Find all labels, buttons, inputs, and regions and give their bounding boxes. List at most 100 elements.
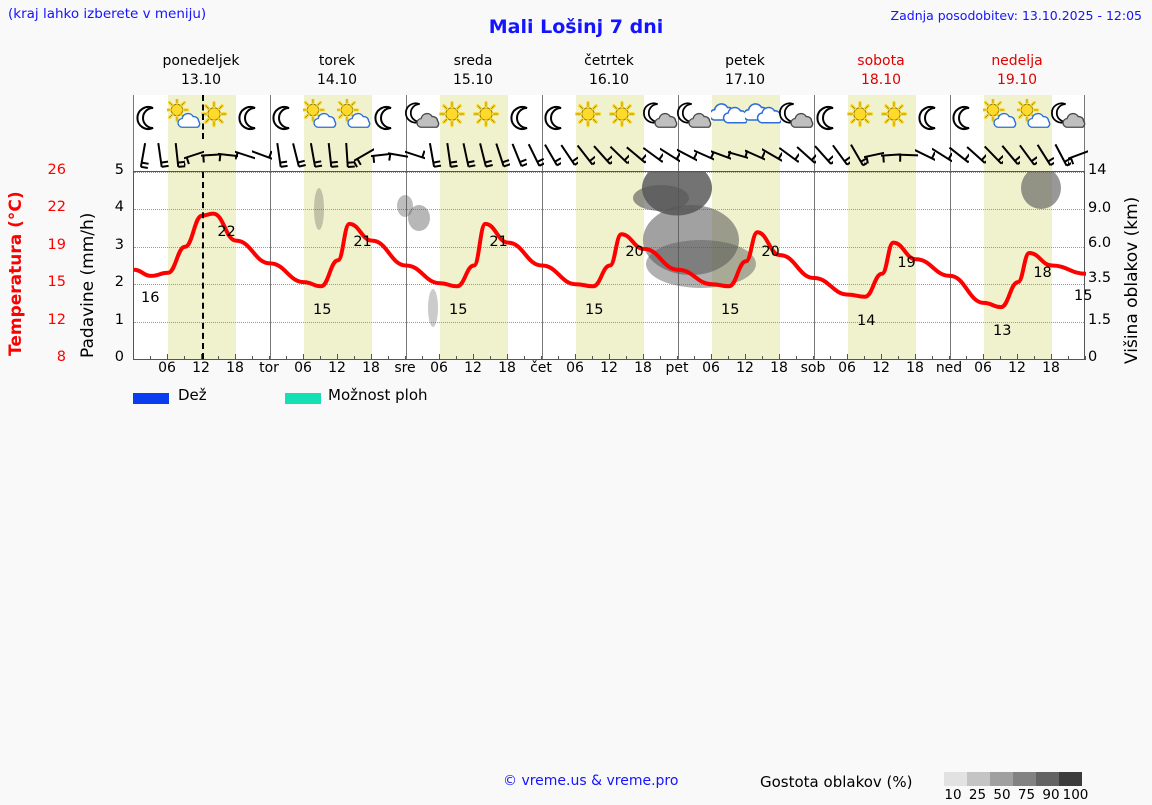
x-minor-tick <box>524 356 525 360</box>
x-minor-tick <box>337 356 338 360</box>
precipitation-axis-title: Padavine (mm/h) <box>78 176 98 358</box>
wind-barb-row <box>133 139 1085 171</box>
moon-icon <box>541 99 577 135</box>
moon-cloud-icon <box>779 99 815 135</box>
cloud-height-tick: 3.5 <box>1088 270 1128 286</box>
x-tick-label: 06 <box>966 360 1000 376</box>
rain-legend-label: Dež <box>178 386 207 404</box>
day-name: torek <box>269 52 405 71</box>
cloud-height-tick: 6.0 <box>1088 235 1128 251</box>
x-day-label: sob <box>796 360 830 376</box>
moon-icon <box>269 99 305 135</box>
x-minor-tick <box>235 356 236 360</box>
x-minor-tick <box>660 356 661 360</box>
x-minor-tick <box>456 356 457 360</box>
moon-icon <box>813 99 849 135</box>
x-minor-tick <box>490 356 491 360</box>
x-minor-tick <box>915 356 916 360</box>
x-minor-tick <box>983 356 984 360</box>
x-tick-label: 12 <box>184 360 218 376</box>
x-minor-tick <box>643 356 644 360</box>
x-minor-tick <box>1017 356 1018 360</box>
x-tick-label: 18 <box>626 360 660 376</box>
temperature-value-label: 21 <box>353 234 371 250</box>
x-minor-tick <box>541 356 542 360</box>
cloud-height-tick: 0 <box>1088 349 1128 365</box>
x-tick-label: 18 <box>762 360 796 376</box>
x-minor-tick <box>388 356 389 360</box>
day-name: sobota <box>813 52 949 71</box>
x-minor-tick <box>133 356 134 360</box>
temperature-value-label: 15 <box>449 302 467 318</box>
x-minor-tick <box>830 356 831 360</box>
wind-barb <box>1068 140 1088 170</box>
x-minor-tick <box>1085 356 1086 360</box>
temperature-tick: 26 <box>36 162 66 178</box>
moon-icon <box>507 99 543 135</box>
temperature-value-label: 15 <box>585 302 603 318</box>
precipitation-tick: 1 <box>108 312 124 328</box>
moon-cloud-icon <box>643 99 679 135</box>
cloud-density-step <box>1013 772 1036 786</box>
day-name: petek <box>677 52 813 71</box>
x-minor-tick <box>1034 356 1035 360</box>
cloud-density-step <box>990 772 1013 786</box>
moon-icon <box>133 99 169 135</box>
x-tick-label: 18 <box>1034 360 1068 376</box>
current-time-marker <box>202 95 204 139</box>
day-date: 17.10 <box>677 71 813 90</box>
cloud-height-tick: 9.0 <box>1088 200 1128 216</box>
temperature-value-label: 20 <box>625 244 643 260</box>
sun-cloud-icon <box>1017 99 1053 135</box>
x-minor-tick <box>626 356 627 360</box>
x-tick-label: 12 <box>1000 360 1034 376</box>
sun-icon <box>847 99 883 135</box>
cloud-density-tick-label: 25 <box>965 787 991 803</box>
x-minor-tick <box>473 356 474 360</box>
cloud-icon <box>745 99 781 135</box>
temperature-value-label: 15 <box>721 302 739 318</box>
x-minor-tick <box>677 356 678 360</box>
x-minor-tick <box>609 356 610 360</box>
temperature-axis-title: Temperatura (°C) <box>6 176 26 356</box>
showers-legend-label: Možnost ploh <box>328 386 428 404</box>
rain-legend-swatch <box>133 393 169 404</box>
day-name: sreda <box>405 52 541 71</box>
x-minor-tick <box>218 356 219 360</box>
temperature-tick: 8 <box>36 349 66 365</box>
sun-cloud-icon <box>983 99 1019 135</box>
x-minor-tick <box>558 356 559 360</box>
x-minor-tick <box>371 356 372 360</box>
x-day-label: sre <box>388 360 422 376</box>
x-tick-label: 18 <box>354 360 388 376</box>
x-tick-label: 06 <box>830 360 864 376</box>
x-minor-tick <box>949 356 950 360</box>
x-tick-label: 18 <box>490 360 524 376</box>
temperature-curve <box>134 172 1086 359</box>
precipitation-tick: 0 <box>108 349 124 365</box>
x-tick-label: 06 <box>694 360 728 376</box>
x-tick-label: 06 <box>558 360 592 376</box>
moon-icon <box>949 99 985 135</box>
cloud-height-tick: 14 <box>1088 162 1128 178</box>
x-tick-label: 18 <box>218 360 252 376</box>
copyright-link[interactable]: © vreme.us & vreme.pro <box>503 773 678 789</box>
moon-cloud-icon <box>405 99 441 135</box>
temperature-tick: 12 <box>36 312 66 328</box>
temperature-value-label: 15 <box>313 302 331 318</box>
cloud-icon <box>711 99 747 135</box>
x-minor-tick <box>575 356 576 360</box>
x-tick-label: 06 <box>422 360 456 376</box>
x-minor-tick <box>728 356 729 360</box>
precipitation-tick: 2 <box>108 274 124 290</box>
x-minor-tick <box>864 356 865 360</box>
x-minor-tick <box>966 356 967 360</box>
temperature-value-label: 15 <box>1074 288 1092 304</box>
x-minor-tick <box>1068 356 1069 360</box>
temperature-value-label: 16 <box>141 290 159 306</box>
